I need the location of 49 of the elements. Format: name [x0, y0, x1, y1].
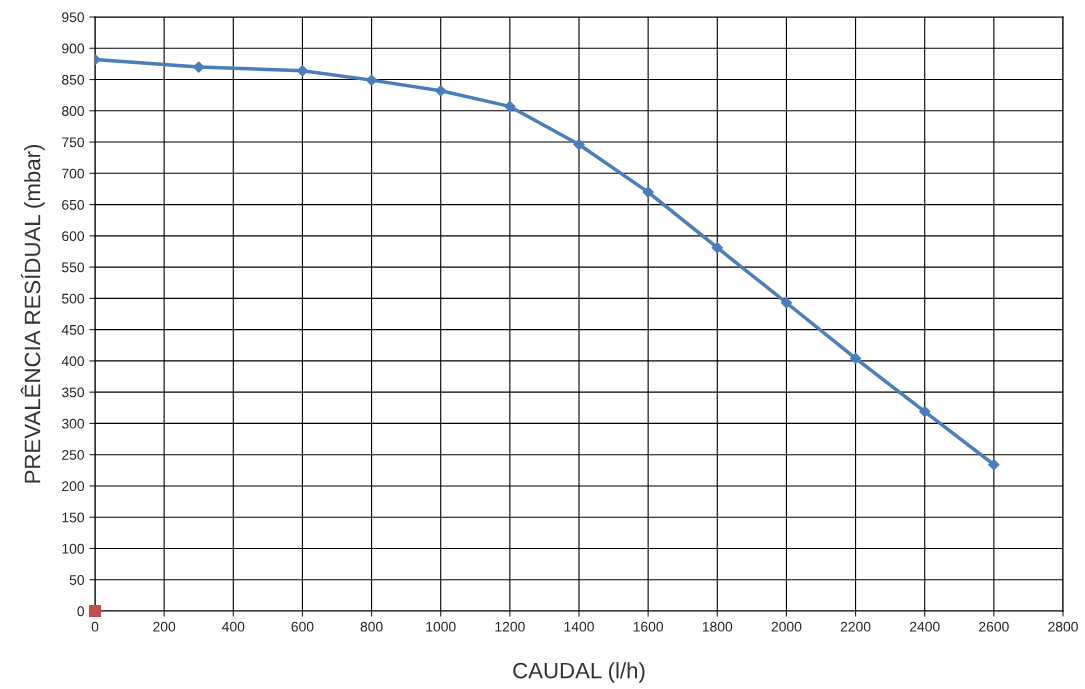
- x-tick-label: 1200: [495, 621, 525, 632]
- x-tick-label: 2000: [771, 621, 802, 632]
- x-tick-label: 2400: [909, 621, 940, 632]
- y-tick-label: 900: [62, 43, 85, 54]
- point: [435, 85, 447, 97]
- x-tick-label: 1800: [702, 621, 733, 632]
- x-tick-label: 600: [291, 621, 314, 632]
- y-tick-label: 50: [69, 575, 85, 585]
- point: [573, 138, 585, 151]
- y-tick-label: 800: [62, 106, 85, 116]
- x-tick-label: 1000: [426, 621, 456, 632]
- x-tick-label: 0: [91, 621, 99, 632]
- y-tick-label: 550: [61, 262, 85, 273]
- point: [919, 405, 931, 418]
- y-tick-label: 150: [62, 512, 85, 523]
- y-tick-label: 0: [77, 606, 85, 617]
- y-tick-label: 250: [62, 450, 85, 460]
- point: [849, 352, 862, 364]
- y-tick-label: 600: [62, 231, 85, 242]
- x-tick-label: 2800: [1048, 621, 1078, 632]
- x-tick-label: 400: [222, 621, 245, 632]
- point: [193, 61, 205, 73]
- point: [642, 186, 654, 198]
- y-tick-label: 100: [62, 543, 85, 554]
- point: [711, 242, 723, 254]
- x-tick-label: 1400: [564, 621, 594, 632]
- y-tick-label: 450: [61, 324, 85, 335]
- x-axis-title: CAUDAL (l/h): [513, 662, 645, 683]
- y-tick-label: 650: [62, 199, 85, 210]
- y-tick-label: 200: [62, 481, 85, 492]
- y-tick-label: 850: [62, 74, 85, 85]
- y-tick-label: 300: [61, 418, 85, 429]
- y-tick-label: 950: [62, 12, 85, 23]
- point: [88, 604, 102, 618]
- y-tick-label: 350: [61, 387, 85, 398]
- x-tick-label: 200: [153, 621, 176, 632]
- x-tick-label: 800: [360, 621, 383, 632]
- y-tick-label: 700: [62, 168, 85, 179]
- point: [988, 459, 1000, 471]
- x-tick-label: 2600: [979, 621, 1009, 632]
- y-tick-label: 500: [61, 293, 85, 304]
- y-axis-title: PREVALÊNCIA RESÍDUAL (mbar): [20, 144, 45, 483]
- x-tick-label: 2200: [840, 621, 871, 632]
- y-tick-label: 750: [62, 137, 85, 148]
- x-tick-label: 1600: [633, 621, 664, 632]
- point: [504, 100, 516, 113]
- point: [780, 297, 793, 309]
- point: [365, 74, 378, 86]
- y-tick-label: 400: [61, 356, 85, 367]
